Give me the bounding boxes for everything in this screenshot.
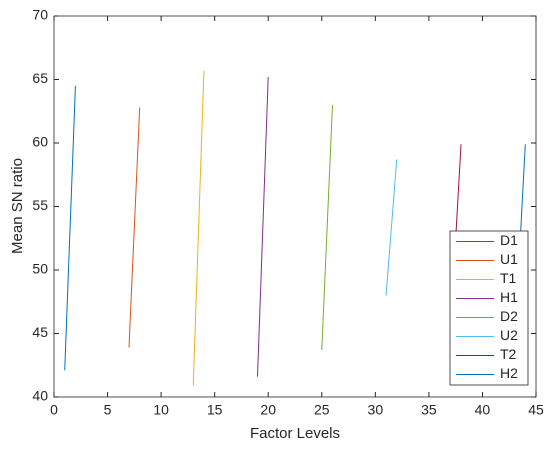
legend: D1 U1 T1 H1 D2 U2 T2 H2 [449,230,529,386]
legend-label: D1 [500,232,518,248]
x-axis-label: Factor Levels [250,425,340,442]
x-tick-label: 45 [528,402,544,418]
y-tick-label: 65 [32,70,48,86]
y-tick-label: 70 [32,7,48,23]
series-line [385,159,398,296]
legend-label: T1 [500,270,517,286]
x-tick-label: 0 [50,402,58,418]
series-line [192,70,205,386]
y-tick-label: 50 [32,261,48,277]
y-tick-label: 40 [32,388,48,404]
x-tick-label: 20 [260,402,276,418]
y-tick-label: 45 [32,324,48,340]
legend-label: T2 [500,346,517,362]
legend-label: H2 [500,365,518,381]
x-tick-label: 40 [475,402,491,418]
legend-label: U2 [500,327,518,343]
legend-label: U1 [500,251,518,267]
legend-label: D2 [500,308,518,324]
y-tick-label: 60 [32,134,48,150]
series-line [128,107,141,348]
x-tick-label: 10 [153,402,169,418]
x-tick-label: 30 [368,402,384,418]
x-tick-label: 5 [104,402,112,418]
y-tick-label: 55 [32,197,48,213]
y-axis-label: Mean SN ratio [9,158,26,254]
x-tick-label: 25 [314,402,330,418]
series-line [321,104,333,351]
legend-box [449,230,529,386]
series-line [257,76,269,377]
legend-label: H1 [500,289,518,305]
series-line [64,85,76,371]
x-tick-label: 15 [207,402,223,418]
x-tick-label: 35 [421,402,437,418]
